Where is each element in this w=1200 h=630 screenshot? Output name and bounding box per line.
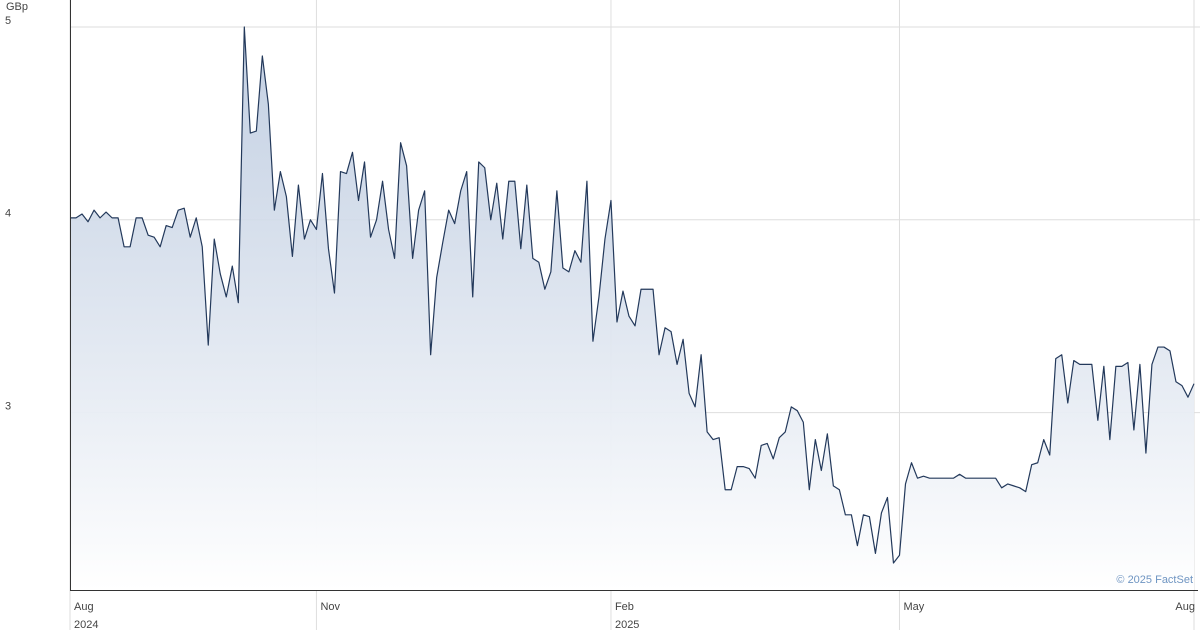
x-year-label: 2025 xyxy=(615,619,639,630)
x-tick-label: Aug xyxy=(1175,601,1195,613)
x-tick-label: Aug xyxy=(74,601,94,613)
y-tick-label: 5 xyxy=(5,15,11,27)
price-line xyxy=(70,26,1195,564)
x-tick-label: May xyxy=(903,601,924,613)
y-tick-label: 3 xyxy=(5,401,11,413)
credit: © 2025 FactSet xyxy=(1116,574,1193,586)
x-tick-label: Feb xyxy=(615,601,634,613)
area-fill xyxy=(70,26,1194,591)
x-year-label: 2024 xyxy=(74,619,98,630)
x-tick-label: Nov xyxy=(320,601,340,613)
unit-label: GBp xyxy=(6,1,28,13)
y-tick-label: 4 xyxy=(5,208,11,220)
